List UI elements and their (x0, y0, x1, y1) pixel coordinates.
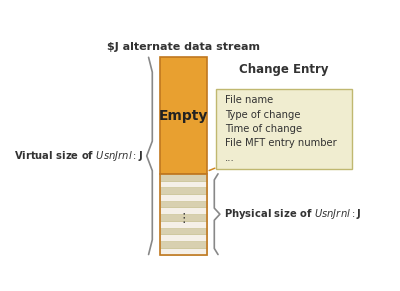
Bar (160, 201, 206, 207)
Bar (160, 214, 206, 221)
Bar (160, 241, 206, 248)
Text: Change Entry: Change Entry (239, 63, 329, 76)
Text: Type of change: Type of change (225, 110, 301, 120)
Text: Virtual size of $UsnJrnl:$J: Virtual size of $UsnJrnl:$J (14, 149, 143, 163)
Bar (160, 180, 206, 187)
Bar (160, 221, 206, 228)
Bar (160, 228, 206, 234)
Text: File name: File name (225, 95, 274, 105)
Bar (160, 194, 206, 201)
Bar (160, 187, 206, 194)
Text: Empty: Empty (159, 109, 208, 123)
Text: ...: ... (225, 153, 235, 163)
Bar (160, 248, 206, 255)
Text: Time of change: Time of change (225, 124, 302, 134)
Text: File MFT entry number: File MFT entry number (225, 139, 337, 148)
Bar (160, 174, 206, 255)
Bar (160, 174, 206, 180)
Text: ⋮: ⋮ (177, 212, 190, 225)
Text: Physical size of $UsnJrnl:$J: Physical size of $UsnJrnl:$J (224, 207, 361, 221)
Bar (216, 89, 352, 169)
Bar (160, 207, 206, 214)
Text: $J alternate data stream: $J alternate data stream (107, 42, 260, 52)
Bar (160, 57, 206, 174)
Bar (160, 234, 206, 241)
